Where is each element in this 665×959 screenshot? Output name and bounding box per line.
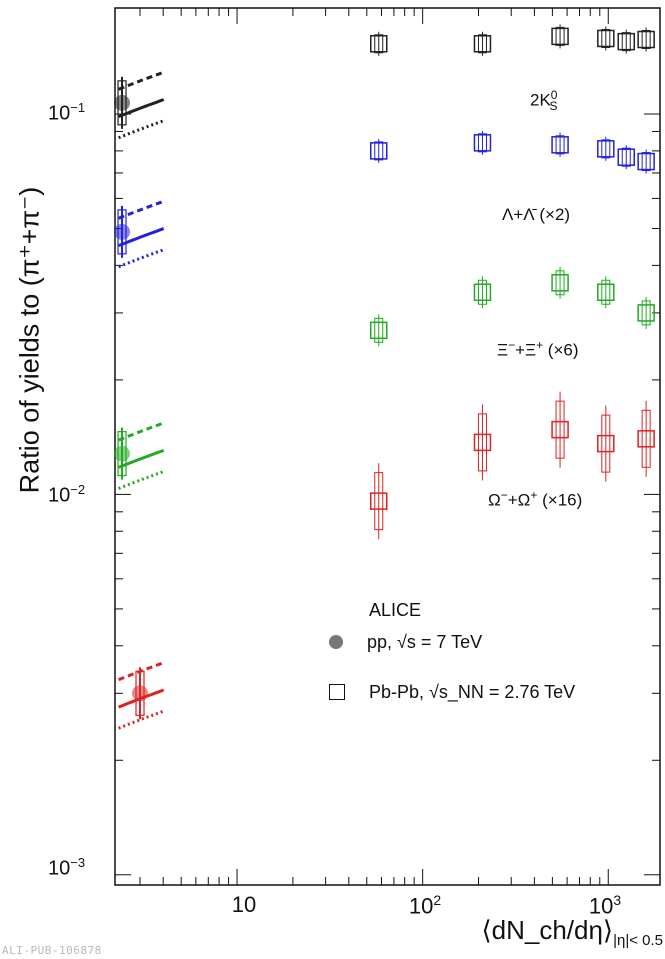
x-tick-label-100: 102	[408, 892, 442, 919]
pbpb-data-point	[473, 35, 492, 53]
pbpb-syst-box	[555, 400, 565, 459]
pbpb-data-point	[617, 148, 635, 166]
pbpb-data-point	[473, 134, 492, 152]
pbpb-syst-box	[641, 152, 651, 172]
model-curve	[118, 709, 165, 730]
pbpb-data-point	[597, 434, 615, 453]
pbpb-syst-box	[601, 28, 611, 48]
pbpb-syst-box	[555, 26, 565, 46]
pbpb-syst-box	[374, 472, 384, 531]
pbpb-syst-box	[601, 279, 611, 305]
model-curve	[118, 248, 165, 269]
pbpb-data-point	[369, 35, 388, 53]
pbpb-syst-box	[555, 270, 565, 296]
pbpb-syst-box	[641, 409, 651, 468]
model-curve	[118, 70, 165, 91]
pbpb-data-point	[369, 142, 388, 160]
pbpb-data-point	[551, 274, 569, 292]
annotation-omega: Ω−+Ω+ (×16)	[488, 488, 583, 510]
pp-data-point	[114, 94, 131, 111]
pbpb-data-point	[617, 32, 635, 51]
watermark: ALI-PUB-106878	[2, 944, 102, 957]
pbpb-data-point	[551, 27, 569, 46]
pbpb-syst-box	[641, 300, 651, 326]
pbpb-syst-box	[374, 141, 384, 161]
pbpb-syst-box	[477, 413, 487, 472]
pbpb-syst-box	[621, 147, 631, 167]
pbpb-syst-box	[477, 279, 487, 305]
pbpb-syst-box	[601, 139, 611, 159]
pbpb-syst-box	[374, 34, 384, 54]
legend-entry-pbpb: Pb-Pb, √s_NN = 2.76 TeV	[325, 677, 575, 707]
annotation-k0s: 2K0S	[530, 88, 558, 114]
pbpb-syst-box	[641, 30, 651, 50]
legend: ALICE pp, √s = 7 TeV Pb-Pb, √s_NN = 2.76…	[325, 600, 575, 707]
x-axis-label: ⟨dN_ch/dη⟩|η|< 0.5	[481, 914, 663, 949]
legend-title: ALICE	[369, 600, 422, 620]
legend-label-pbpb: Pb-Pb, √s_NN = 2.76 TeV	[369, 681, 576, 702]
pbpb-data-point	[597, 140, 615, 158]
annotation-xi: Ξ−+Ξ+ (×6)	[497, 338, 579, 360]
pbpb-data-point	[637, 430, 655, 448]
y-axis-label-wrap: Ratio of yields to (π⁺+π⁻)	[0, 80, 60, 600]
pbpb-syst-box	[555, 135, 565, 155]
legend-entry-pp: pp, √s = 7 TeV	[325, 627, 575, 657]
legend-label-pp: pp, √s = 7 TeV	[367, 631, 483, 652]
model-curve	[118, 421, 165, 442]
model-curve	[118, 199, 165, 220]
pbpb-syst-box	[621, 32, 631, 52]
pbpb-data-point	[597, 29, 615, 48]
x-tick-label-1000: 103	[588, 892, 622, 919]
plot-frame	[114, 7, 661, 886]
pp-data-point	[114, 223, 131, 240]
pbpb-data-point	[637, 304, 655, 322]
pbpb-data-point	[551, 420, 569, 439]
y-tick-label-1e-3: 10−3	[48, 855, 86, 880]
pbpb-data-point	[551, 136, 569, 154]
pbpb-syst-box	[374, 317, 384, 343]
pp-data-point	[114, 445, 131, 462]
pbpb-data-point	[597, 283, 615, 301]
pbpb-data-point	[369, 492, 388, 510]
x-tick-label-10: 10	[231, 892, 257, 917]
pbpb-data-point	[473, 283, 492, 301]
open-square-marker-icon	[329, 684, 345, 700]
pbpb-data-point	[473, 433, 492, 452]
pbpb-syst-box	[477, 133, 487, 153]
y-tick-label-1e-1: 10−1	[48, 100, 86, 125]
pp-data-point	[132, 685, 149, 702]
annotation-lambda: Λ+Λ̄ (×2)	[502, 205, 571, 224]
filled-circle-marker-icon	[329, 635, 343, 649]
model-curve	[118, 470, 165, 490]
pbpb-syst-box	[601, 414, 611, 473]
pbpb-data-point	[369, 321, 388, 340]
model-curve	[118, 119, 165, 140]
pbpb-syst-box	[477, 34, 487, 54]
pbpb-data-point	[637, 152, 655, 171]
pbpb-data-point	[637, 30, 655, 49]
y-tick-label-1e-2: 10−2	[48, 482, 86, 507]
y-axis-label: Ratio of yields to (π⁺+π⁻)	[14, 186, 45, 494]
